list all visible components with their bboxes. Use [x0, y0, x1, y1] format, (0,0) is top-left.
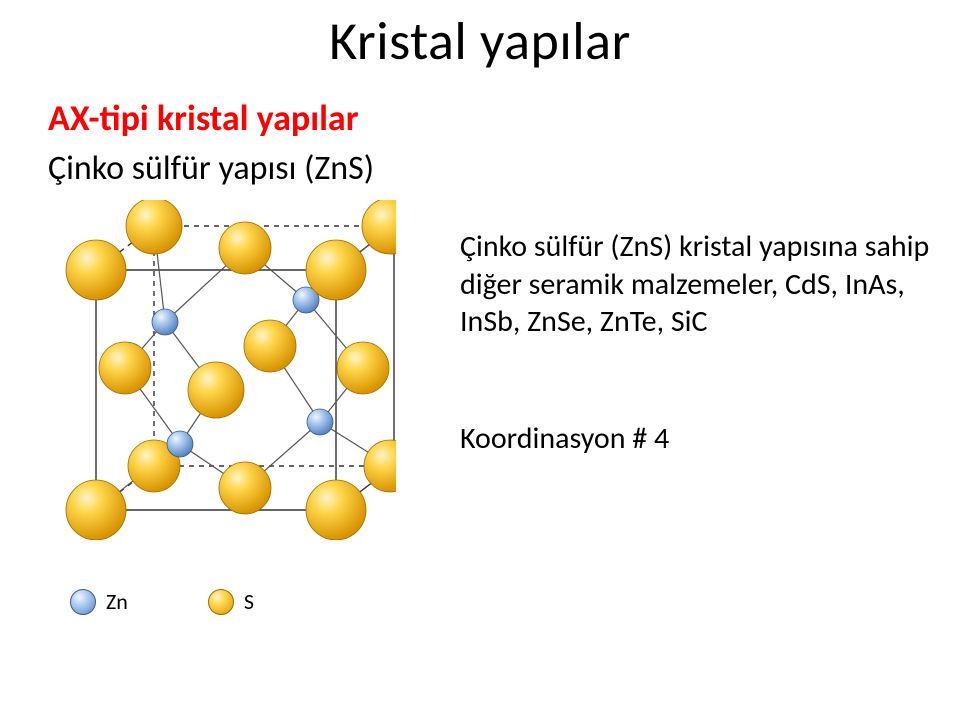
body-examples: Çinko sülfür (ZnS) kristal yapısına sahi…: [460, 228, 940, 341]
legend-zn-swatch: [70, 589, 96, 615]
legend: Zn S: [70, 588, 254, 615]
crystal-diagram: [56, 200, 396, 540]
page-title: Kristal yapılar: [0, 8, 960, 74]
subtitle-ax: AX-tipi kristal yapılar: [48, 96, 359, 140]
subtitle-zns: Çinko sülfür yapısı (ZnS): [48, 148, 374, 189]
body-coord: Koordinasyon # 4: [460, 420, 920, 457]
legend-s-swatch: [208, 589, 234, 615]
legend-s-label: S: [244, 588, 254, 615]
legend-zn-label: Zn: [106, 588, 128, 615]
